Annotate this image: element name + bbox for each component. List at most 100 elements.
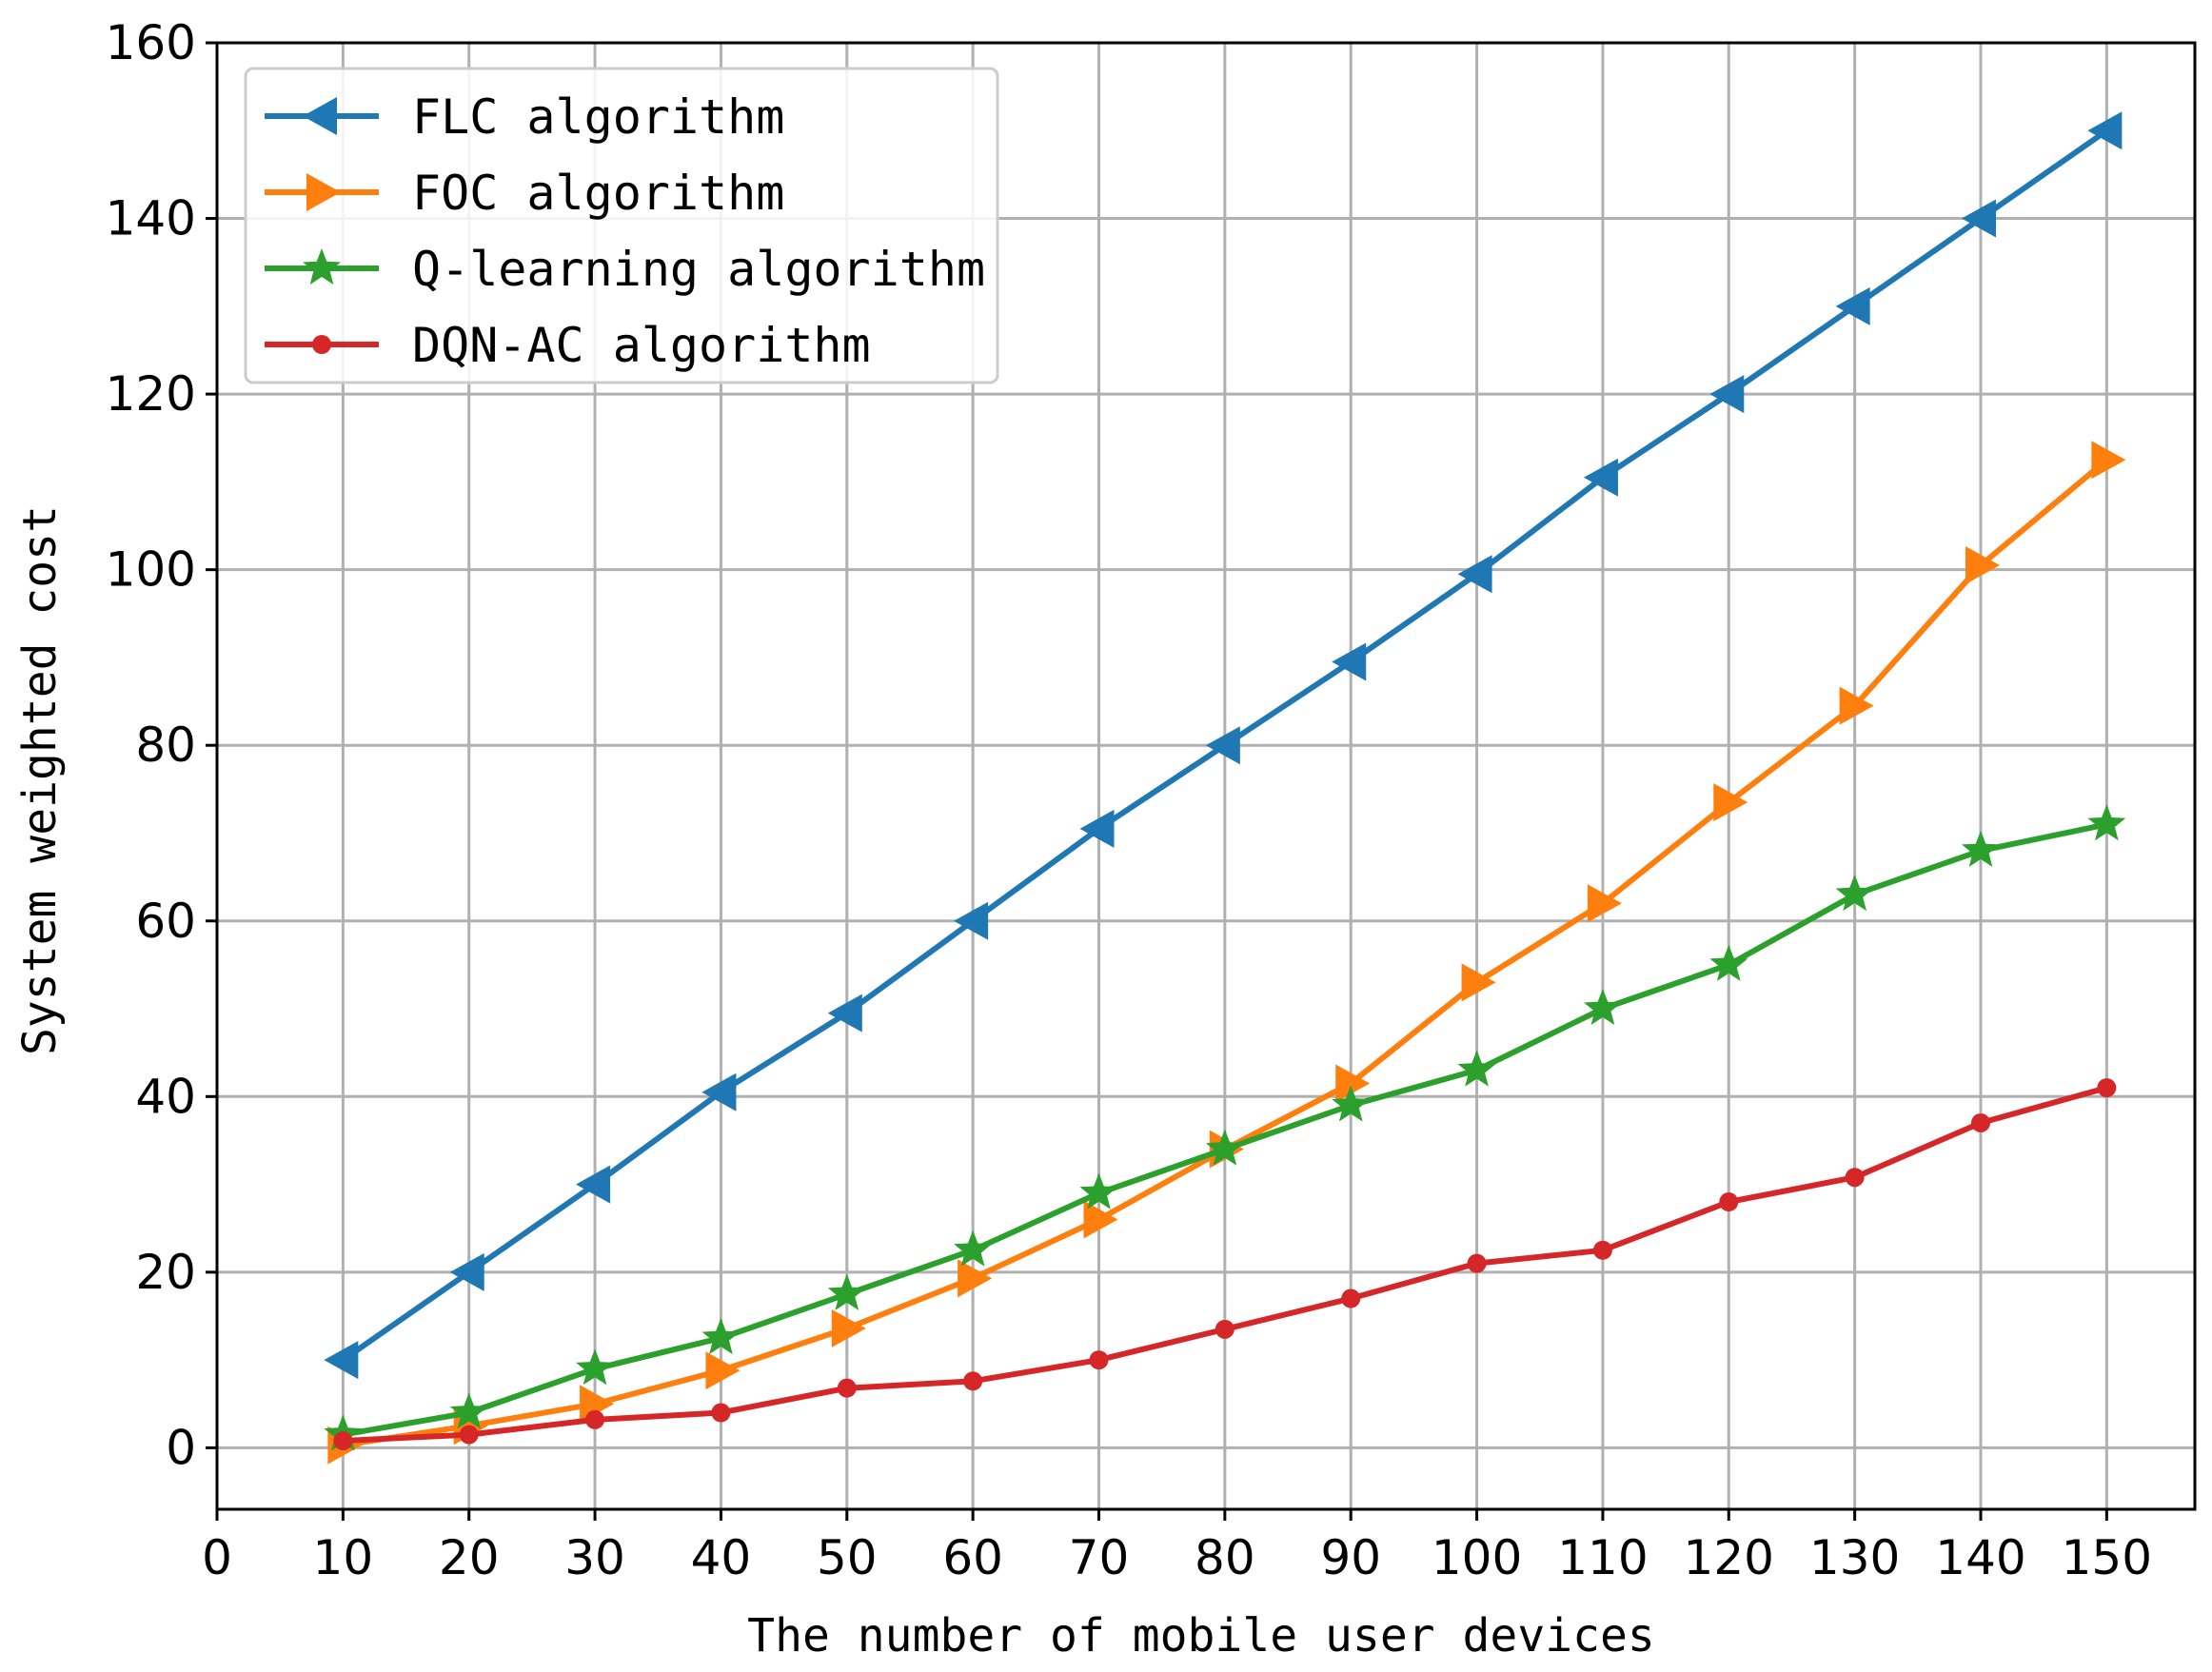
data-point [1332,1085,1371,1122]
data-point [2087,111,2123,150]
x-tick-label: 30 [564,1530,625,1585]
data-point [701,1072,737,1111]
axes-frame [215,41,2197,1511]
data-point [1467,1253,1487,1273]
data-point [1335,1064,1371,1103]
data-point [576,1165,611,1204]
data-point [1079,1172,1118,1210]
data-point [1461,963,1496,1002]
data-point [963,1371,983,1391]
data-point [1089,1350,1109,1370]
data-point [1205,726,1240,765]
series-dqn-ac-algorithm [333,1078,2117,1451]
data-point [1961,199,1996,238]
y-tick-label: 20 [135,1245,196,1300]
y-tick-label: 140 [106,191,196,246]
x-tick-label: 20 [439,1530,500,1585]
legend-marker [306,173,341,211]
data-point [1962,830,2000,867]
data-point [1341,1288,1361,1308]
data-point [705,1351,741,1390]
data-point [1079,809,1115,848]
series-layer [324,111,2126,1465]
data-point [2097,1078,2117,1098]
x-tick-label: 50 [817,1530,878,1585]
legend-item: FLC algorithm [265,89,784,145]
legend-item: Q-learning algorithm [265,242,985,297]
data-point [954,1229,993,1267]
x-tick-label: 70 [1069,1530,1130,1585]
data-point [1835,286,1870,325]
data-point [1584,989,1622,1025]
legend-item: FOC algorithm [265,166,784,221]
data-point [1845,1168,1865,1188]
x-tick-label: 130 [1809,1530,1900,1585]
legend-box [244,67,999,384]
data-point [1587,884,1622,923]
data-point [827,1273,866,1310]
data-point [1205,1129,1244,1166]
legend: FLC algorithm FOC algorithm Q-learning alg… [244,67,999,384]
x-tick-label: 100 [1432,1530,1522,1585]
data-point [1457,1050,1496,1087]
data-point [837,1378,857,1398]
data-point [1713,783,1748,822]
data-point [1709,375,1745,414]
legend-label: FOC algorithm [412,166,784,221]
data-point [2091,441,2126,480]
y-tick-label: 100 [106,542,196,598]
x-tick-label: 90 [1320,1530,1381,1585]
y-tick-label: 60 [135,894,196,949]
data-point [1583,458,1618,497]
x-tick-label: 10 [313,1530,374,1585]
legend-marker [303,248,341,285]
data-point [333,1431,353,1451]
y-tick-label: 160 [106,15,196,70]
x-tick-label: 140 [1935,1530,2025,1585]
data-point [585,1409,605,1429]
legend-item: DQN-AC algorithm [265,318,871,373]
data-point [711,1403,731,1423]
data-point [1332,642,1367,681]
x-tick-label: 80 [1195,1530,1255,1585]
series-flc-algorithm [324,111,2123,1380]
data-point [827,993,862,1033]
x-tick-label: 40 [691,1530,752,1585]
legend-marker [303,97,337,135]
data-point [1083,1200,1118,1239]
tick-labels: 0 10 20 30 40 50 60 70 80 90 100 110 120 130 140 150 0 20… [106,15,2153,1585]
data-point [701,1318,741,1355]
legend-label: Q-learning algorithm [412,242,985,297]
y-tick-label: 80 [135,718,196,773]
y-tick-label: 0 [166,1420,196,1475]
legend-label: FLC algorithm [412,89,784,145]
y-axis-label: System weighted cost [13,505,67,1055]
legend-marker [312,335,331,354]
data-point [1970,1112,1990,1132]
data-point [1215,1319,1234,1339]
plot-frame [215,41,2197,1511]
data-point [954,901,989,940]
data-point [449,1392,488,1429]
x-tick-label: 110 [1557,1530,1648,1585]
data-point [2087,804,2126,841]
data-point [324,1341,359,1380]
y-tick-label: 40 [135,1069,196,1124]
data-point [1457,555,1492,594]
legend-label: DQN-AC algorithm [412,318,871,373]
x-tick-label: 120 [1684,1530,1774,1585]
y-tick-label: 120 [106,366,196,422]
x-tick-label: 150 [2062,1530,2152,1585]
x-tick-label: 60 [942,1530,1003,1585]
data-point [958,1259,993,1298]
data-point [1709,944,1748,981]
data-point [1835,875,1874,912]
x-axis-label: The number of mobile user devices [747,1609,1655,1662]
data-point [576,1348,614,1386]
data-point [831,1308,866,1347]
data-point [449,1252,484,1291]
data-point [1965,546,2000,585]
data-point [459,1425,479,1445]
